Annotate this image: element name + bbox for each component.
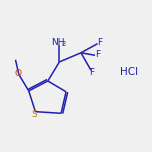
Text: F: F xyxy=(89,68,94,77)
Text: F: F xyxy=(95,50,100,59)
Text: O: O xyxy=(14,69,21,78)
Text: F: F xyxy=(97,38,103,47)
Text: 2: 2 xyxy=(62,41,66,47)
Text: NH: NH xyxy=(51,38,64,47)
Text: HCl: HCl xyxy=(120,67,138,77)
Text: S: S xyxy=(32,110,37,119)
